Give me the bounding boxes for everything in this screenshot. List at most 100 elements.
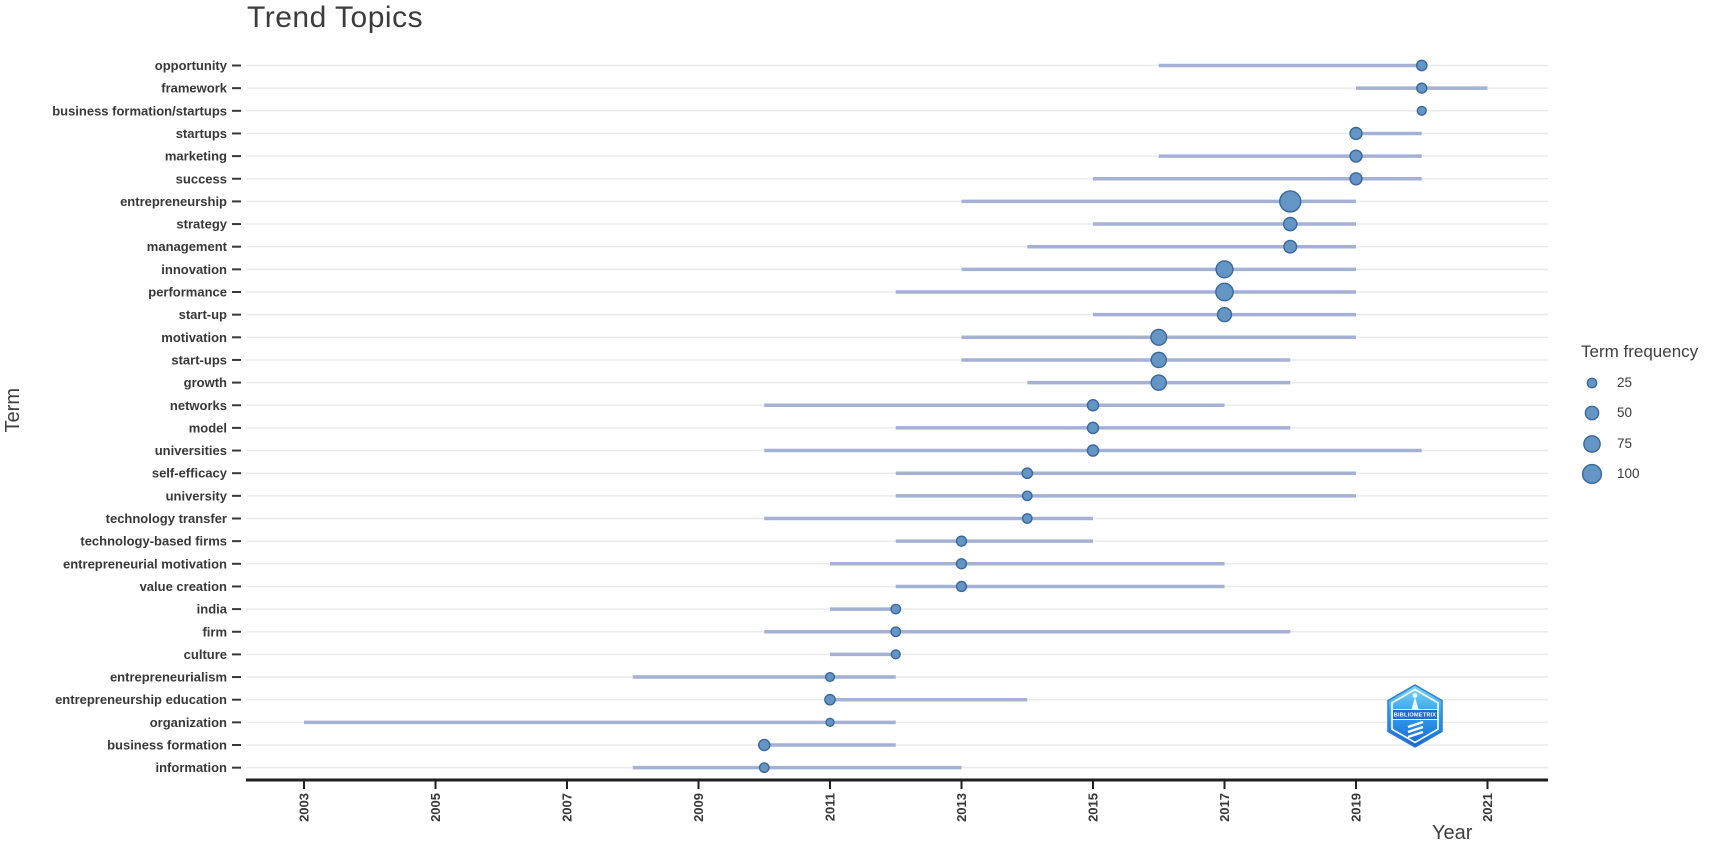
- legend-bubble-circle: [1583, 434, 1601, 453]
- term-frequency-bubble: [1416, 82, 1428, 94]
- y-term-label: business formation: [107, 738, 227, 753]
- term-frequency-bubble: [1021, 467, 1034, 480]
- y-term-label: entrepreneurship: [120, 194, 227, 209]
- term-frequency-bubble: [1086, 444, 1100, 457]
- term-frequency-bubble: [1282, 216, 1298, 232]
- term-frequency-bubble: [1349, 172, 1363, 186]
- x-tick-label: 2009: [691, 793, 706, 822]
- page-title: Trend Topics: [247, 1, 424, 34]
- term-frequency-bubble: [1283, 239, 1298, 254]
- y-term-label: growth: [184, 375, 227, 390]
- legend-title: Term frequency: [1581, 342, 1699, 361]
- y-term-label: information: [156, 760, 228, 775]
- x-tick-label: 2011: [823, 793, 838, 821]
- term-frequency-bubble: [1215, 282, 1234, 302]
- y-term-label: motivation: [161, 330, 227, 345]
- legend-value-label: 100: [1617, 465, 1640, 481]
- y-term-label: model: [189, 420, 227, 435]
- term-frequency-bubble: [757, 738, 771, 752]
- logo-band: [1392, 709, 1438, 720]
- x-tick-label: 2019: [1349, 793, 1364, 822]
- term-frequency-bubble: [1216, 306, 1233, 323]
- y-term-label: start-up: [179, 307, 227, 322]
- term-frequency-bubble: [955, 580, 968, 593]
- y-term-label: entrepreneurial motivation: [63, 556, 227, 571]
- y-term-label: value creation: [140, 579, 227, 594]
- legend-bubble: [1583, 434, 1601, 453]
- legend-bubble: [1586, 377, 1598, 389]
- legend-value-label: 50: [1617, 405, 1633, 421]
- legend-value-label: 25: [1617, 375, 1633, 390]
- term-frequency-bubble: [758, 762, 770, 774]
- logo-page-stripe: [1407, 720, 1424, 729]
- term-frequency-bubble: [1415, 59, 1428, 72]
- y-term-label: universities: [155, 443, 227, 458]
- x-tick-label: 2007: [560, 793, 575, 822]
- y-term-label: framework: [161, 81, 228, 96]
- logo-inner-hexagon-border: [1391, 688, 1439, 744]
- term-frequency-bubble: [1086, 421, 1100, 435]
- term-frequency-bubble: [825, 717, 835, 728]
- legend-bubble-circle: [1586, 377, 1598, 389]
- legend-item: 50: [1572, 398, 1713, 428]
- y-term-label: networks: [170, 398, 227, 413]
- term-frequency-bubble: [955, 535, 968, 547]
- term-frequency-bubble: [1021, 490, 1033, 502]
- logo-page-stripe: [1407, 725, 1424, 734]
- term-frequency-bubble: [824, 693, 836, 706]
- term-frequency-bubble: [1215, 260, 1234, 279]
- y-term-label: university: [166, 488, 228, 503]
- term-frequency-bubble: [1416, 105, 1427, 116]
- x-tick-label: 2003: [297, 793, 312, 822]
- y-term-label: strategy: [176, 217, 227, 232]
- term-frequency-bubble: [890, 603, 902, 615]
- logo-page-stripe: [1407, 730, 1424, 739]
- legend-item: 25: [1572, 368, 1713, 398]
- legend: Term frequency 25 50 75 100: [1572, 336, 1713, 506]
- x-tick-label: 2015: [1086, 793, 1101, 822]
- logo-lighthouse-tower: [1411, 697, 1419, 709]
- logo-lighthouse-lamp: [1412, 693, 1418, 698]
- term-frequency-bubble: [1150, 351, 1168, 369]
- bibliometrix-logo: BIBLIOMETRIX: [1387, 684, 1443, 748]
- term-frequency-bubble: [1086, 398, 1100, 412]
- legend-bubble-circle: [1581, 463, 1603, 484]
- legend-value-label: 75: [1617, 435, 1633, 451]
- term-frequency-bubble: [824, 671, 836, 683]
- y-term-label: marketing: [165, 149, 227, 164]
- x-axis-title: Year: [1432, 822, 1473, 844]
- y-term-label: business formation/startups: [52, 103, 227, 118]
- y-term-label: culture: [184, 647, 227, 662]
- x-tick-label: 2017: [1217, 793, 1232, 822]
- y-term-label: technology transfer: [106, 511, 227, 526]
- y-term-label: start-ups: [171, 352, 227, 367]
- term-frequency-bubble: [890, 626, 902, 638]
- legend-bubble: [1581, 463, 1603, 484]
- legend-item: 75: [1572, 429, 1713, 459]
- term-frequency-bubble: [1150, 374, 1168, 391]
- legend-item: 100: [1572, 459, 1713, 489]
- term-frequency-bubble: [1279, 190, 1302, 213]
- x-tick-label: 2013: [954, 793, 969, 822]
- y-term-label: management: [147, 239, 228, 254]
- y-term-label: performance: [148, 285, 227, 300]
- y-term-label: india: [197, 602, 228, 617]
- y-term-label: organization: [150, 715, 227, 730]
- y-term-label: entrepreneurialism: [110, 670, 227, 685]
- term-frequency-bubble: [1150, 328, 1168, 346]
- legend-bubble-circle: [1584, 405, 1600, 421]
- x-tick-label: 2021: [1480, 793, 1495, 822]
- term-frequency-bubble: [890, 649, 901, 660]
- y-term-label: innovation: [161, 262, 227, 277]
- term-frequency-bubble: [1021, 513, 1033, 524]
- y-term-label: opportunity: [155, 58, 228, 73]
- term-frequency-bubble: [955, 558, 968, 570]
- y-term-label: success: [176, 171, 227, 186]
- y-term-label: self-efficacy: [152, 466, 228, 481]
- y-term-label: entrepreneurship education: [55, 692, 227, 707]
- y-term-label: firm: [202, 624, 227, 639]
- term-frequency-bubble: [1349, 149, 1363, 163]
- term-frequency-bubble: [1349, 126, 1363, 141]
